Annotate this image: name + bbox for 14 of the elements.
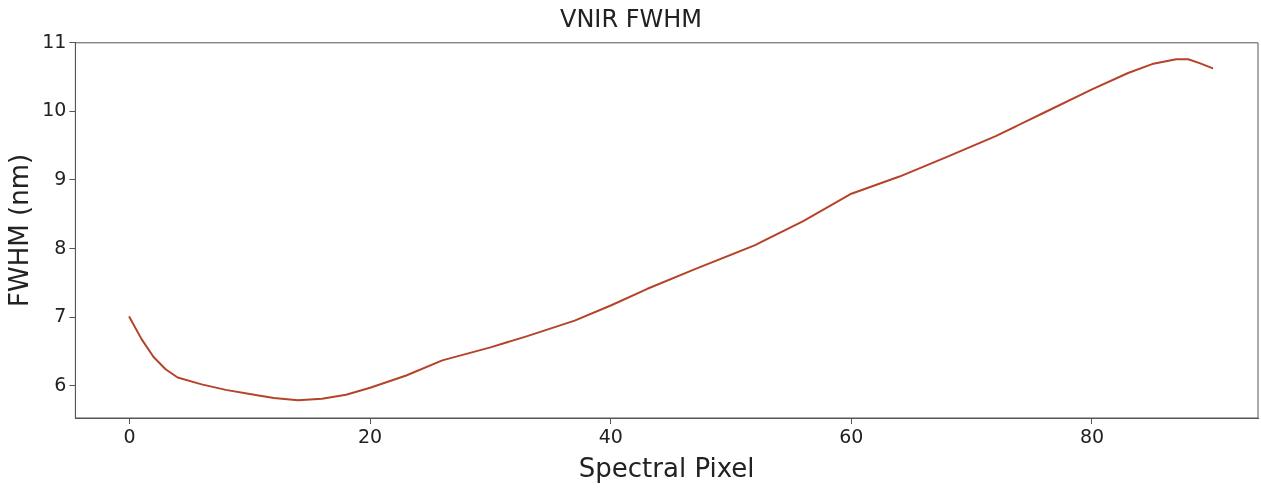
y-tick-label: 7	[54, 304, 67, 327]
x-tick-label: 60	[839, 425, 864, 448]
x-tick-label: 80	[1079, 425, 1105, 448]
x-tick-label: 40	[598, 425, 623, 448]
y-axis-title: FWHM (nm)	[4, 153, 35, 307]
y-tick-label: 11	[42, 29, 67, 52]
y-tick-label: 10	[42, 98, 67, 121]
y-tick-label: 8	[54, 235, 67, 258]
x-tick-label: 0	[123, 425, 136, 448]
x-tick-label: 20	[358, 425, 383, 448]
y-tick-label: 9	[54, 166, 67, 189]
y-tick-label: 6	[54, 372, 67, 395]
x-axis-title: Spectral Pixel	[578, 453, 755, 484]
chart-title: VNIR FWHM	[559, 4, 703, 33]
